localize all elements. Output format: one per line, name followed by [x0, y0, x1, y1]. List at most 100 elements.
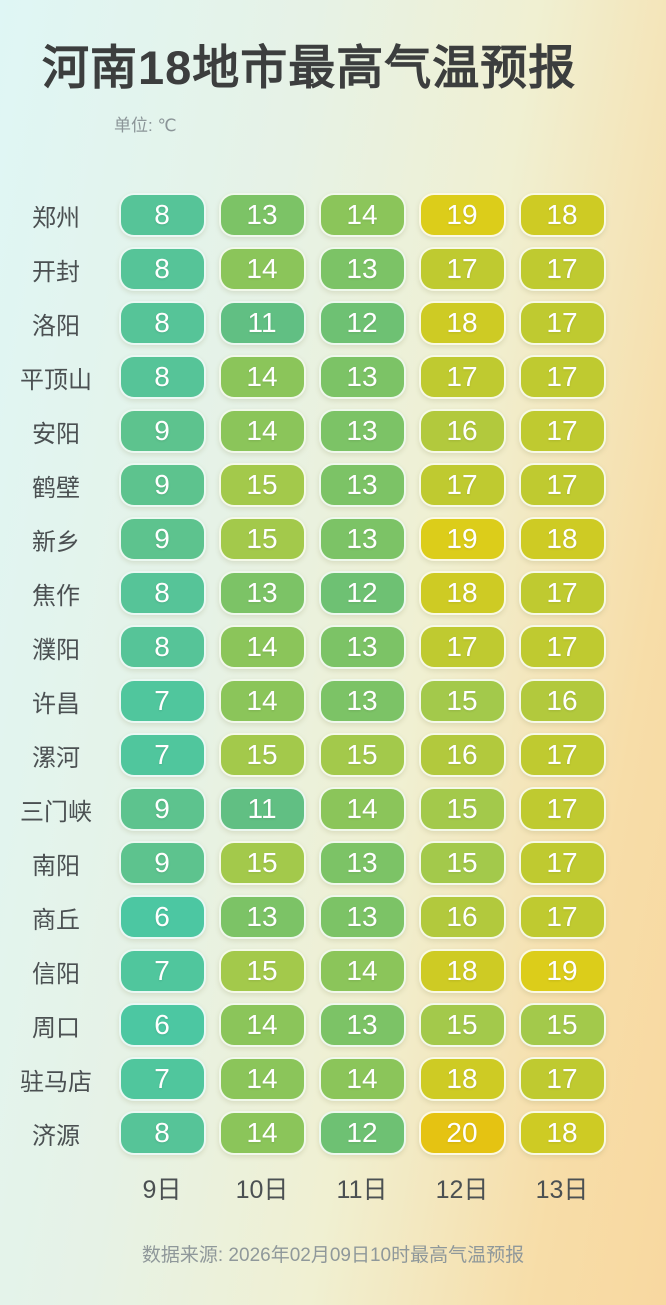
- temp-cell: 17: [518, 409, 606, 454]
- table-row: 濮阳 8 14 13 17 17: [0, 620, 666, 674]
- city-label: 濮阳: [32, 636, 80, 664]
- forecast-table: 郑州 8 13 14 19 18 开封 8 14 13 17 17 洛阳 8 11 12 18 17 平…: [0, 188, 666, 1160]
- temp-cell: 13: [318, 463, 406, 508]
- temp-cell: 14: [318, 1057, 406, 1102]
- temp-cell: 18: [418, 571, 506, 616]
- temp-cell: 16: [418, 895, 506, 940]
- temp-cell: 14: [318, 787, 406, 832]
- temp-cell: 6: [118, 1003, 206, 1048]
- temp-cell: 13: [318, 841, 406, 886]
- city-label: 商丘: [32, 906, 80, 934]
- date-label: 10日: [235, 1176, 289, 1205]
- temp-cell: 9: [118, 463, 206, 508]
- city-label: 信阳: [32, 960, 80, 988]
- page-title: 河南18地市最高气温预报: [42, 41, 577, 94]
- temp-cell: 15: [218, 949, 306, 994]
- temp-cell: 7: [118, 949, 206, 994]
- temp-cell: 14: [318, 949, 406, 994]
- temp-cell: 17: [518, 301, 606, 346]
- temp-cell: 9: [118, 409, 206, 454]
- temp-cell: 15: [418, 841, 506, 886]
- temp-cell: 19: [518, 949, 606, 994]
- temp-cell: 14: [218, 1057, 306, 1102]
- temp-cell: 6: [118, 895, 206, 940]
- table-row: 三门峡 9 11 14 15 17: [0, 782, 666, 836]
- temp-cell: 16: [418, 733, 506, 778]
- city-label: 驻马店: [20, 1068, 92, 1096]
- temp-cell: 14: [218, 625, 306, 670]
- temp-cell: 9: [118, 787, 206, 832]
- temp-cell: 19: [418, 193, 506, 238]
- temp-cell: 14: [318, 193, 406, 238]
- temp-cell: 17: [418, 625, 506, 670]
- table-row: 郑州 8 13 14 19 18: [0, 188, 666, 242]
- temp-cell: 17: [518, 733, 606, 778]
- temp-cell: 8: [118, 571, 206, 616]
- city-label: 济源: [32, 1122, 80, 1150]
- table-row: 平顶山 8 14 13 17 17: [0, 350, 666, 404]
- table-row: 驻马店 7 14 14 18 17: [0, 1052, 666, 1106]
- temp-cell: 8: [118, 247, 206, 292]
- city-label: 鹤壁: [32, 474, 80, 502]
- date-label: 11日: [336, 1176, 388, 1205]
- temp-cell: 15: [418, 787, 506, 832]
- table-row: 信阳 7 15 14 18 19: [0, 944, 666, 998]
- table-row: 南阳 9 15 13 15 17: [0, 836, 666, 890]
- temp-cell: 15: [318, 733, 406, 778]
- temp-cell: 16: [518, 679, 606, 724]
- temp-cell: 17: [518, 625, 606, 670]
- temp-cell: 14: [218, 1111, 306, 1156]
- temp-cell: 18: [518, 193, 606, 238]
- temp-cell: 7: [118, 679, 206, 724]
- temp-cell: 15: [218, 517, 306, 562]
- temp-cell: 15: [518, 1003, 606, 1048]
- temp-cell: 17: [418, 355, 506, 400]
- temp-cell: 16: [418, 409, 506, 454]
- temp-cell: 14: [218, 1003, 306, 1048]
- temp-cell: 13: [318, 247, 406, 292]
- temp-cell: 20: [418, 1111, 506, 1156]
- temp-cell: 13: [318, 517, 406, 562]
- city-label: 周口: [32, 1014, 80, 1042]
- city-label: 许昌: [32, 690, 80, 718]
- city-label: 开封: [32, 258, 80, 286]
- temp-cell: 12: [318, 301, 406, 346]
- temp-cell: 9: [118, 841, 206, 886]
- table-row: 安阳 9 14 13 16 17: [0, 404, 666, 458]
- city-label: 新乡: [32, 528, 80, 556]
- temp-cell: 17: [518, 463, 606, 508]
- temp-cell: 8: [118, 625, 206, 670]
- temp-cell: 17: [518, 787, 606, 832]
- table-row: 商丘 6 13 13 16 17: [0, 890, 666, 944]
- date-label: 9日: [142, 1176, 182, 1205]
- table-row: 漯河 7 15 15 16 17: [0, 728, 666, 782]
- city-label: 三门峡: [20, 798, 92, 826]
- temp-cell: 13: [318, 409, 406, 454]
- temp-cell: 17: [518, 895, 606, 940]
- temp-cell: 14: [218, 409, 306, 454]
- temp-cell: 14: [218, 355, 306, 400]
- temp-cell: 12: [318, 571, 406, 616]
- temp-cell: 15: [218, 463, 306, 508]
- table-row: 新乡 9 15 13 19 18: [0, 512, 666, 566]
- temp-cell: 15: [418, 679, 506, 724]
- table-row: 开封 8 14 13 17 17: [0, 242, 666, 296]
- temp-cell: 13: [318, 679, 406, 724]
- temp-cell: 13: [218, 895, 306, 940]
- temp-cell: 13: [318, 895, 406, 940]
- temp-cell: 14: [218, 247, 306, 292]
- temp-cell: 18: [418, 1057, 506, 1102]
- city-label: 南阳: [32, 852, 80, 880]
- temp-cell: 17: [418, 463, 506, 508]
- temp-cell: 17: [518, 571, 606, 616]
- temp-cell: 17: [418, 247, 506, 292]
- date-axis: 9日 10日 11日 12日 13日: [0, 1170, 666, 1204]
- temp-cell: 17: [518, 1057, 606, 1102]
- temp-cell: 18: [418, 301, 506, 346]
- temp-cell: 11: [218, 787, 306, 832]
- city-label: 郑州: [32, 204, 80, 232]
- temp-cell: 7: [118, 1057, 206, 1102]
- temp-cell: 8: [118, 301, 206, 346]
- temp-cell: 17: [518, 355, 606, 400]
